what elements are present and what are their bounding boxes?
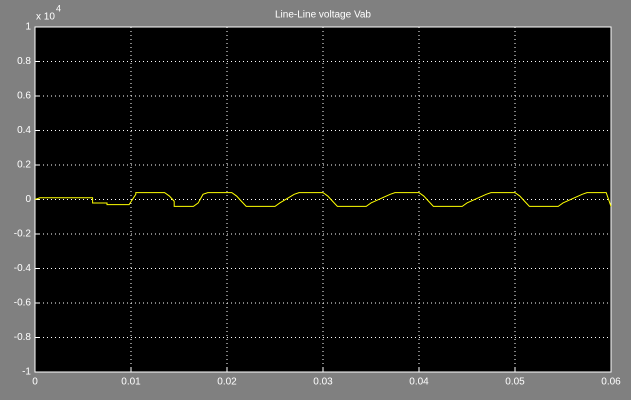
x-tick-label: 0.06 bbox=[601, 377, 621, 388]
x-tick-label: 0.05 bbox=[505, 377, 525, 388]
y-tick-label: -0.2 bbox=[14, 229, 32, 240]
y-tick-label: -1 bbox=[22, 367, 31, 378]
x-tick-label: 0.01 bbox=[121, 377, 141, 388]
y-tick-label: 0.2 bbox=[17, 160, 31, 171]
y-tick-label: 0.4 bbox=[17, 125, 31, 136]
signal-line bbox=[34, 192, 612, 207]
x-tick-label: 0.02 bbox=[217, 377, 237, 388]
y-tick-label: 0.8 bbox=[17, 56, 31, 67]
y-tick-label: 1 bbox=[25, 22, 31, 33]
chart-title: Line-Line voltage Vab bbox=[275, 10, 371, 21]
y-tick-label: 0 bbox=[25, 194, 31, 205]
y-tick-label: -0.8 bbox=[14, 332, 32, 343]
y-exponent-label: x 10 bbox=[36, 12, 55, 23]
y-exponent: 4 bbox=[56, 3, 61, 13]
x-tick-label: 0 bbox=[32, 377, 38, 388]
y-tick-label: -0.6 bbox=[14, 298, 32, 309]
x-tick-label: 0.03 bbox=[313, 377, 333, 388]
y-tick-label: 0.6 bbox=[17, 91, 31, 102]
x-tick-label: 0.04 bbox=[409, 377, 429, 388]
y-tick-label: -0.4 bbox=[14, 263, 32, 274]
